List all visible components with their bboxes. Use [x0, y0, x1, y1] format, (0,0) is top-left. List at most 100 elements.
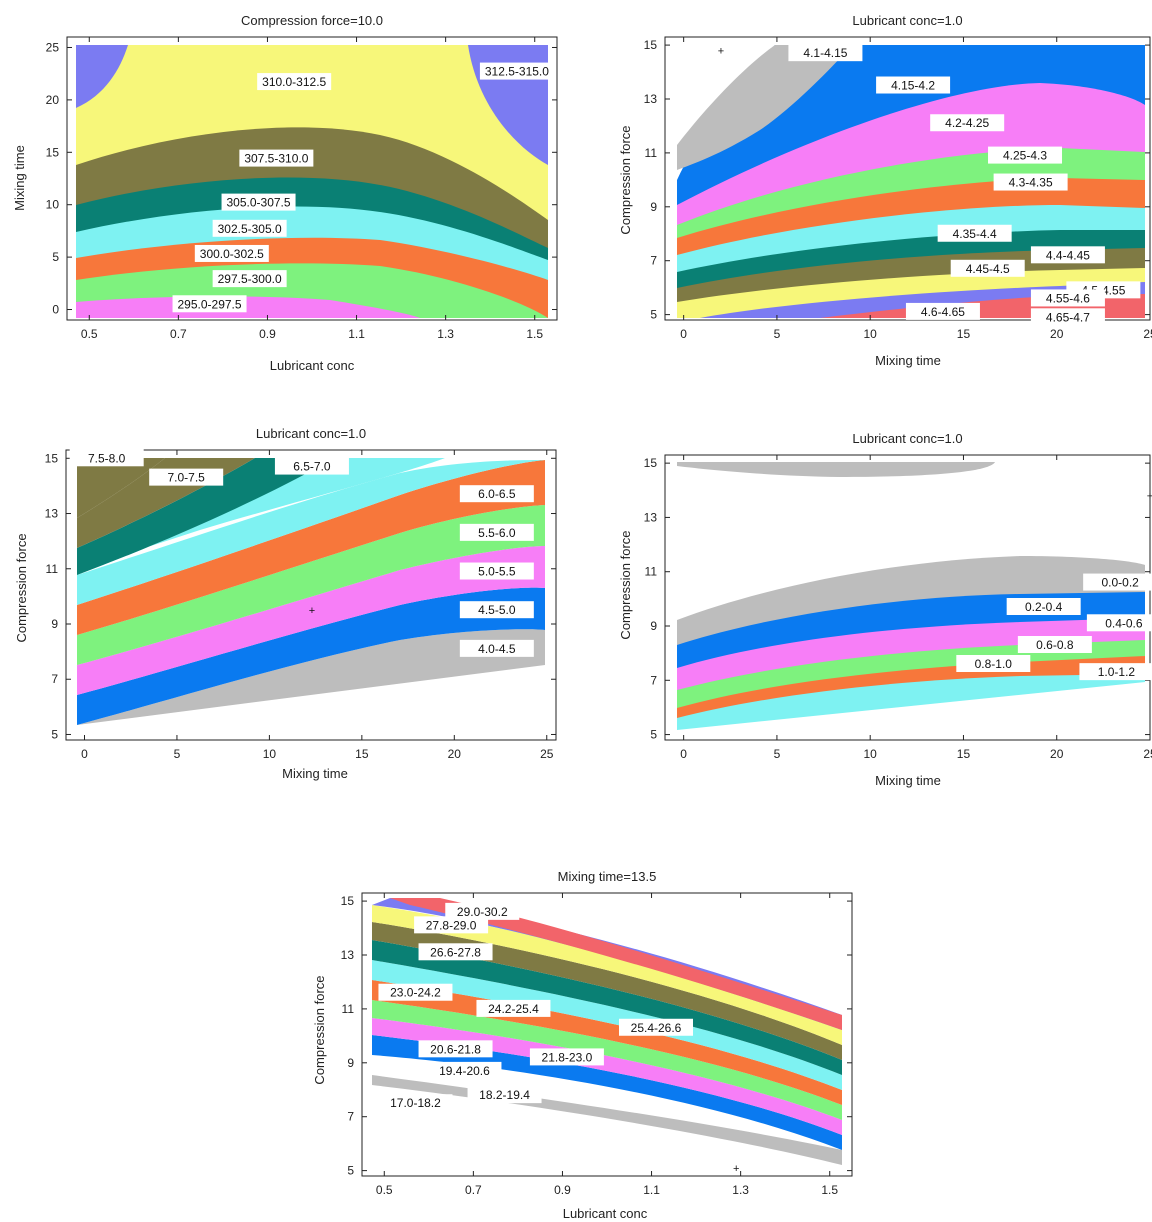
- contour-band-gray: [677, 462, 995, 477]
- band-label: 19.4-20.6: [439, 1064, 490, 1078]
- band-label-box: [459, 562, 534, 580]
- contour-band-green: [77, 505, 545, 665]
- x-axis-label: Mixing time: [282, 766, 348, 781]
- band-label: 1.0-1.2: [1098, 665, 1136, 679]
- y-tick-label: 15: [341, 894, 355, 908]
- x-axis-label: Mixing time: [875, 353, 941, 368]
- band-label: 297.5-300.0: [218, 272, 282, 286]
- band-label: 0.6-0.8: [1036, 638, 1074, 652]
- contour-band-periwinkle: [372, 898, 842, 1030]
- y-tick-label: 9: [347, 1056, 354, 1070]
- band-label: 302.5-305.0: [218, 222, 282, 236]
- chart-panel-2: 0 5 10 15 20 25 5 7 9 11 13 15 4.1-4.15 4.15-4.2 4.2-4…: [618, 13, 1152, 368]
- band-label: 5.0-5.5: [478, 565, 516, 579]
- y-tick-label: 11: [46, 562, 59, 576]
- band-label: 4.45-4.5: [966, 262, 1010, 276]
- x-tick-label: 1.3: [437, 327, 454, 341]
- y-tick-label: 0: [52, 303, 59, 317]
- band-label-box: [937, 224, 1012, 242]
- chart-title: Lubricant conc=1.0: [256, 426, 366, 441]
- band-label: 4.3-4.35: [1009, 176, 1053, 190]
- band-label: 4.55-4.6: [1046, 291, 1090, 305]
- band-label-box: [956, 655, 1031, 672]
- contour-band-periwinkle: [76, 45, 128, 108]
- y-tick-label: 11: [645, 146, 658, 160]
- y-axis-label: Compression force: [618, 125, 633, 234]
- band-label-box: [149, 468, 224, 486]
- band-label: 0.4-0.6: [1105, 616, 1143, 630]
- y-tick-label: 13: [45, 507, 59, 521]
- x-tick-label: 5: [774, 747, 781, 761]
- band-label-box: [459, 601, 534, 619]
- y-tick-label: 5: [52, 250, 59, 264]
- x-tick-label: 0.9: [259, 327, 276, 341]
- band-label-box: [212, 219, 287, 237]
- plot-frame: [664, 454, 1151, 741]
- x-tick-label: 1.5: [526, 327, 543, 341]
- band-label-box: [1017, 636, 1092, 653]
- contour-band-orange: [77, 460, 545, 635]
- band-label-box: [1086, 614, 1152, 632]
- band-label-box: [1030, 246, 1105, 264]
- band-label: 20.6-21.8: [430, 1042, 481, 1056]
- band-label-box: [418, 1040, 493, 1058]
- x-tick-label: 15: [957, 747, 971, 761]
- y-axis-label: Compression force: [312, 975, 327, 1084]
- x-tick-label: 0.5: [81, 327, 98, 341]
- band-label-box: [427, 1061, 502, 1079]
- band-label-box: [414, 916, 489, 934]
- band-label: 29.0-30.2: [457, 905, 508, 919]
- band-label: 0.0-0.2: [1101, 576, 1139, 590]
- x-tick-label: 0.7: [170, 327, 187, 341]
- y-tick-label: 10: [46, 198, 60, 212]
- contour-band-olive: [77, 458, 165, 518]
- contour-band-gray: [677, 45, 852, 170]
- band-label: 26.6-27.8: [430, 945, 481, 959]
- band-label: 4.4-4.45: [1046, 248, 1090, 262]
- x-tick-label: 25: [1143, 327, 1152, 341]
- band-label-box: [1030, 289, 1105, 307]
- x-tick-label: 15: [355, 747, 369, 761]
- design-point-marker: +: [309, 605, 315, 617]
- band-label-box: [988, 146, 1063, 164]
- band-label-box: [257, 73, 332, 91]
- band-label-box: [194, 244, 269, 262]
- band-label-box: [788, 44, 863, 62]
- x-tick-label: 10: [864, 327, 878, 341]
- y-tick-label: 15: [644, 456, 658, 470]
- band-label-box: [445, 902, 520, 920]
- band-label-box: [221, 193, 296, 211]
- band-label-box: [476, 999, 551, 1017]
- band-label-box: [930, 114, 1005, 132]
- y-tick-label: 9: [51, 617, 58, 631]
- x-tick-label: 20: [1050, 747, 1064, 761]
- x-tick-label: 10: [864, 747, 878, 761]
- band-label-box: [172, 295, 247, 313]
- x-tick-label: 0.5: [376, 1183, 393, 1197]
- x-tick-label: 1.1: [348, 327, 365, 341]
- design-point-marker: +: [733, 1163, 739, 1175]
- x-axis-label: Lubricant conc: [563, 1206, 648, 1221]
- band-label-box: [1083, 573, 1152, 591]
- band-label: 4.2-4.25: [945, 116, 989, 130]
- y-tick-label: 9: [650, 619, 657, 633]
- y-tick-label: 11: [342, 1002, 355, 1016]
- band-label: 6.0-6.5: [478, 487, 516, 501]
- plot-frame: [65, 449, 557, 741]
- x-axis-label: Lubricant conc: [270, 358, 355, 373]
- x-tick-label: 25: [1143, 747, 1152, 761]
- chart-title: Lubricant conc=1.0: [852, 431, 962, 446]
- y-tick-label: 15: [644, 38, 658, 52]
- contour-band-cyan: [677, 674, 1145, 730]
- x-tick-label: 0: [680, 327, 687, 341]
- band-label: 4.0-4.5: [478, 642, 516, 656]
- x-tick-label: 0: [81, 747, 88, 761]
- band-label: 25.4-26.6: [631, 1021, 682, 1035]
- band-label: 4.65-4.7: [1046, 310, 1090, 324]
- y-tick-label: 25: [46, 40, 60, 54]
- x-tick-label: 20: [448, 747, 462, 761]
- plot-frame: [66, 36, 558, 321]
- y-tick-label: 13: [341, 948, 355, 962]
